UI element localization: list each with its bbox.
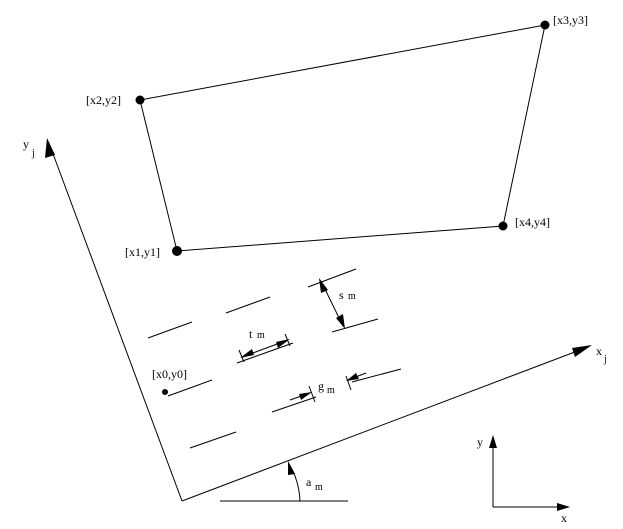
vertex-point-1 — [172, 246, 182, 256]
global-y-axis-label: y — [477, 435, 483, 449]
hatch-dash — [271, 396, 317, 413]
hatch-dash — [307, 268, 357, 288]
hatch-dash — [147, 321, 193, 339]
global-x-axis-label: x — [561, 511, 567, 525]
dash-length-arrowhead-left — [240, 349, 254, 358]
dash-length-label: t — [249, 327, 253, 341]
gap-extension-left — [308, 385, 316, 403]
dash-length-arrowhead-right — [276, 339, 290, 348]
spacing-arrowhead-top — [319, 278, 328, 293]
vertex-label-3: [x3,y3] — [553, 13, 588, 27]
hatch-dash — [189, 431, 237, 449]
dash-length-label-subscript: m — [257, 330, 265, 341]
angle-arc-arrowhead — [288, 461, 295, 475]
dash-length-extension-left — [238, 349, 245, 363]
local-x-axis-subscript: j — [603, 354, 607, 365]
spacing-arrowhead-bottom — [336, 314, 345, 329]
vertex-point-2 — [135, 95, 145, 105]
vertex-label-1: [x1,y1] — [125, 245, 160, 259]
spacing-label: s — [339, 288, 344, 302]
gap-label-subscript: m — [327, 385, 335, 396]
local-y-axis — [48, 142, 183, 502]
vertex-label-2: [x2,y2] — [86, 93, 121, 107]
local-y-axis-subscript: j — [31, 148, 35, 159]
gap-label: g — [318, 379, 324, 393]
local-x-axis — [181, 346, 589, 502]
gap-arrowhead-left — [299, 392, 312, 400]
global-y-axis-arrowhead — [489, 435, 497, 448]
angle-label: a — [306, 475, 312, 489]
vertex-label-4: [x4,y4] — [515, 215, 550, 229]
hatch-dash — [236, 342, 294, 364]
hatch-dash — [351, 368, 402, 383]
spacing-label-subscript: m — [348, 291, 356, 302]
vertex-point-3 — [540, 20, 550, 30]
local-y-axis-arrowhead — [45, 138, 55, 158]
gap-extension-right — [345, 375, 352, 391]
global-x-axis-arrowhead — [557, 503, 570, 511]
origin-label: [x0,y0] — [152, 367, 187, 381]
hatch-dash — [225, 296, 271, 314]
gap-arrowhead-right — [346, 373, 359, 381]
angle-label-subscript: m — [315, 482, 323, 493]
hatch-dash — [167, 379, 213, 397]
local-x-axis-label: x — [596, 344, 602, 358]
local-x-axis-arrowhead — [572, 345, 592, 357]
boundary-polygon — [139, 24, 546, 252]
vertex-point-4 — [498, 221, 508, 231]
origin-point — [162, 389, 168, 395]
local-y-axis-label: y — [23, 137, 29, 151]
hatch-dash — [331, 318, 379, 333]
